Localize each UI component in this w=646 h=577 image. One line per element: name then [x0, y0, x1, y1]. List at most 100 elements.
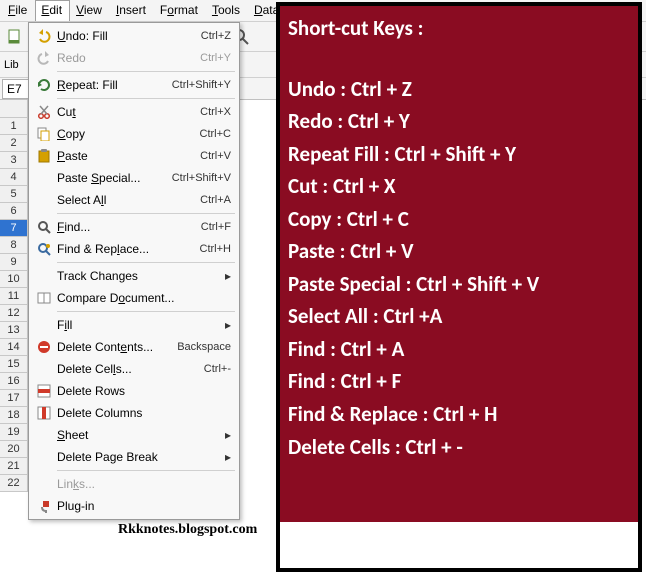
paste-icon	[33, 146, 55, 166]
menu-item-undo-fill[interactable]: Undo: FillCtrl+Z	[31, 25, 237, 47]
menu-item-label: Delete Columns	[55, 406, 231, 420]
menu-item-find[interactable]: Find...Ctrl+F	[31, 216, 237, 238]
menu-item-label: Find...	[55, 220, 193, 234]
row-header[interactable]: 1	[0, 118, 28, 135]
menu-item-shortcut: Ctrl+H	[192, 243, 231, 255]
menu-item-shortcut: Backspace	[169, 341, 231, 353]
menu-item-plug-in[interactable]: Plug-in	[31, 495, 237, 517]
menu-item-paste[interactable]: PasteCtrl+V	[31, 145, 237, 167]
menu-format[interactable]: Format	[154, 0, 206, 21]
menu-separator	[57, 311, 235, 312]
submenu-arrow-icon: ▸	[221, 428, 231, 442]
row-header[interactable]: 18	[0, 407, 28, 424]
menu-item-repeat-fill[interactable]: Repeat: FillCtrl+Shift+Y	[31, 74, 237, 96]
menu-item-sheet[interactable]: Sheet▸	[31, 424, 237, 446]
menu-item-label: Paste Special...	[55, 171, 164, 185]
copy-icon	[33, 124, 55, 144]
menu-insert[interactable]: Insert	[110, 0, 154, 21]
row-header[interactable]: 8	[0, 237, 28, 254]
row-header[interactable]: 21	[0, 458, 28, 475]
row-header[interactable]: 19	[0, 424, 28, 441]
menu-item-label: Redo	[55, 51, 192, 65]
font-name-label: Lib	[4, 59, 19, 71]
menu-item-cut[interactable]: CutCtrl+X	[31, 101, 237, 123]
row-header[interactable]: 9	[0, 254, 28, 271]
shortcut-line: Select All : Ctrl +A	[288, 300, 630, 333]
menu-item-label: Sheet	[55, 428, 221, 442]
menu-item-label: Delete Rows	[55, 384, 231, 398]
shortcut-line: Find : Ctrl + A	[288, 333, 630, 366]
menu-item-delete-columns[interactable]: Delete Columns	[31, 402, 237, 424]
menu-item-shortcut: Ctrl+V	[192, 150, 231, 162]
menu-item-compare-document[interactable]: Compare Document...	[31, 287, 237, 309]
panel-title: Short-cut Keys :	[288, 12, 630, 45]
menu-item-label: Cut	[55, 105, 192, 119]
menu-item-label: Undo: Fill	[55, 29, 193, 43]
menu-item-delete-rows[interactable]: Delete Rows	[31, 380, 237, 402]
menu-tools[interactable]: Tools	[206, 0, 248, 21]
menu-item-label: Delete Cells...	[55, 362, 196, 376]
menu-item-label: Track Changes	[55, 269, 221, 283]
row-header[interactable]: 14	[0, 339, 28, 356]
row-header[interactable]: 11	[0, 288, 28, 305]
shortcut-keys-panel: Short-cut Keys : Undo : Ctrl + ZRedo : C…	[276, 2, 642, 572]
shortcut-line: Cut : Ctrl + X	[288, 170, 630, 203]
row-header[interactable]: 13	[0, 322, 28, 339]
row-header[interactable]: 5	[0, 186, 28, 203]
menu-item-label: Delete Page Break	[55, 450, 221, 464]
new-doc-icon[interactable]	[4, 26, 26, 48]
menu-item-paste-special[interactable]: Paste Special...Ctrl+Shift+V	[31, 167, 237, 189]
menu-item-shortcut: Ctrl+-	[196, 363, 231, 375]
row-header[interactable]: 6	[0, 203, 28, 220]
menu-item-shortcut: Ctrl+C	[192, 128, 231, 140]
delc-icon	[33, 337, 55, 357]
row-header[interactable]: 4	[0, 169, 28, 186]
watermark-text: Rkknotes.blogspot.com	[118, 522, 257, 538]
row-header[interactable]: 2	[0, 135, 28, 152]
submenu-arrow-icon: ▸	[221, 450, 231, 464]
shortcut-line: Undo : Ctrl + Z	[288, 73, 630, 106]
findrep-icon	[33, 239, 55, 259]
menu-item-delete-page-break[interactable]: Delete Page Break▸	[31, 446, 237, 468]
blank-icon	[33, 315, 55, 335]
row-header[interactable]: 12	[0, 305, 28, 322]
shortcut-line: Paste : Ctrl + V	[288, 235, 630, 268]
row-header[interactable]: 20	[0, 441, 28, 458]
select-all-corner[interactable]	[0, 100, 28, 118]
menu-separator	[57, 71, 235, 72]
row-header[interactable]: 10	[0, 271, 28, 288]
row-header[interactable]: 7	[0, 220, 28, 237]
menu-item-label: Repeat: Fill	[55, 78, 164, 92]
row-header[interactable]: 22	[0, 475, 28, 492]
menu-item-label: Delete Contents...	[55, 340, 169, 354]
menu-item-copy[interactable]: CopyCtrl+C	[31, 123, 237, 145]
blank-icon	[33, 425, 55, 445]
panel-bottom-strip	[280, 522, 638, 568]
menu-separator	[57, 98, 235, 99]
shortcut-line: Find & Replace : Ctrl + H	[288, 398, 630, 431]
menu-file[interactable]: File	[2, 0, 35, 21]
shortcut-line: Find : Ctrl + F	[288, 365, 630, 398]
blank-icon	[33, 190, 55, 210]
compare-icon	[33, 288, 55, 308]
menu-item-fill[interactable]: Fill▸	[31, 314, 237, 336]
blank-icon	[33, 474, 55, 494]
row-header[interactable]: 3	[0, 152, 28, 169]
menu-item-shortcut: Ctrl+Shift+Y	[164, 79, 231, 91]
row-header[interactable]: 16	[0, 373, 28, 390]
row-header[interactable]: 15	[0, 356, 28, 373]
menu-item-label: Links...	[55, 477, 231, 491]
menu-item-label: Paste	[55, 149, 192, 163]
menu-item-select-all[interactable]: Select AllCtrl+A	[31, 189, 237, 211]
menu-item-delete-contents[interactable]: Delete Contents...Backspace	[31, 336, 237, 358]
menu-edit[interactable]: Edit	[35, 0, 70, 21]
menu-item-shortcut: Ctrl+Shift+V	[164, 172, 231, 184]
menu-item-delete-cells[interactable]: Delete Cells...Ctrl+-	[31, 358, 237, 380]
menu-item-find-replace[interactable]: Find & Replace...Ctrl+H	[31, 238, 237, 260]
menu-item-shortcut: Ctrl+Z	[193, 30, 231, 42]
menu-item-label: Plug-in	[55, 499, 231, 513]
menu-item-label: Find & Replace...	[55, 242, 192, 256]
row-header[interactable]: 17	[0, 390, 28, 407]
menu-item-track-changes[interactable]: Track Changes▸	[31, 265, 237, 287]
menu-view[interactable]: View	[70, 0, 110, 21]
